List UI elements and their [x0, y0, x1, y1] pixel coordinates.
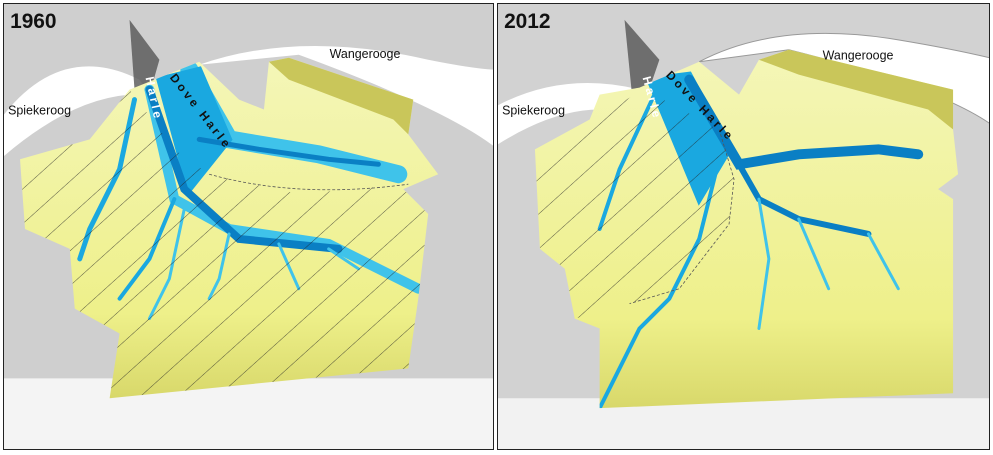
- label-wangerooge: Wangerooge: [823, 49, 894, 63]
- map-2012: 2012 Wangerooge Spiekeroog Dove Harle Ha…: [498, 4, 989, 449]
- label-spiekeroog: Spiekeroog: [502, 104, 565, 118]
- high-flat: [758, 49, 954, 130]
- year-label: 1960: [10, 10, 56, 33]
- boundary-line: [629, 129, 735, 305]
- inlet-deep: [129, 19, 160, 95]
- mainland: [498, 398, 989, 449]
- label-spiekeroog: Spiekeroog: [8, 104, 71, 118]
- island-wangerooge: [199, 46, 493, 146]
- label-wangerooge: Wangerooge: [330, 47, 401, 61]
- mainland: [4, 378, 493, 449]
- inlet-deep: [624, 19, 660, 95]
- year-label: 2012: [504, 10, 550, 33]
- island-spiekeroog: [4, 66, 150, 157]
- map-1960: 1960 Wangerooge Spiekeroog Dove Harle Ha…: [4, 4, 493, 449]
- map-panel-2012: 2012 Wangerooge Spiekeroog Dove Harle Ha…: [497, 3, 990, 450]
- map-panel-1960: 1960 Wangerooge Spiekeroog Dove Harle Ha…: [3, 3, 494, 450]
- boundary-line: [209, 173, 409, 191]
- hatched-area: [534, 89, 735, 319]
- high-flat: [268, 57, 414, 135]
